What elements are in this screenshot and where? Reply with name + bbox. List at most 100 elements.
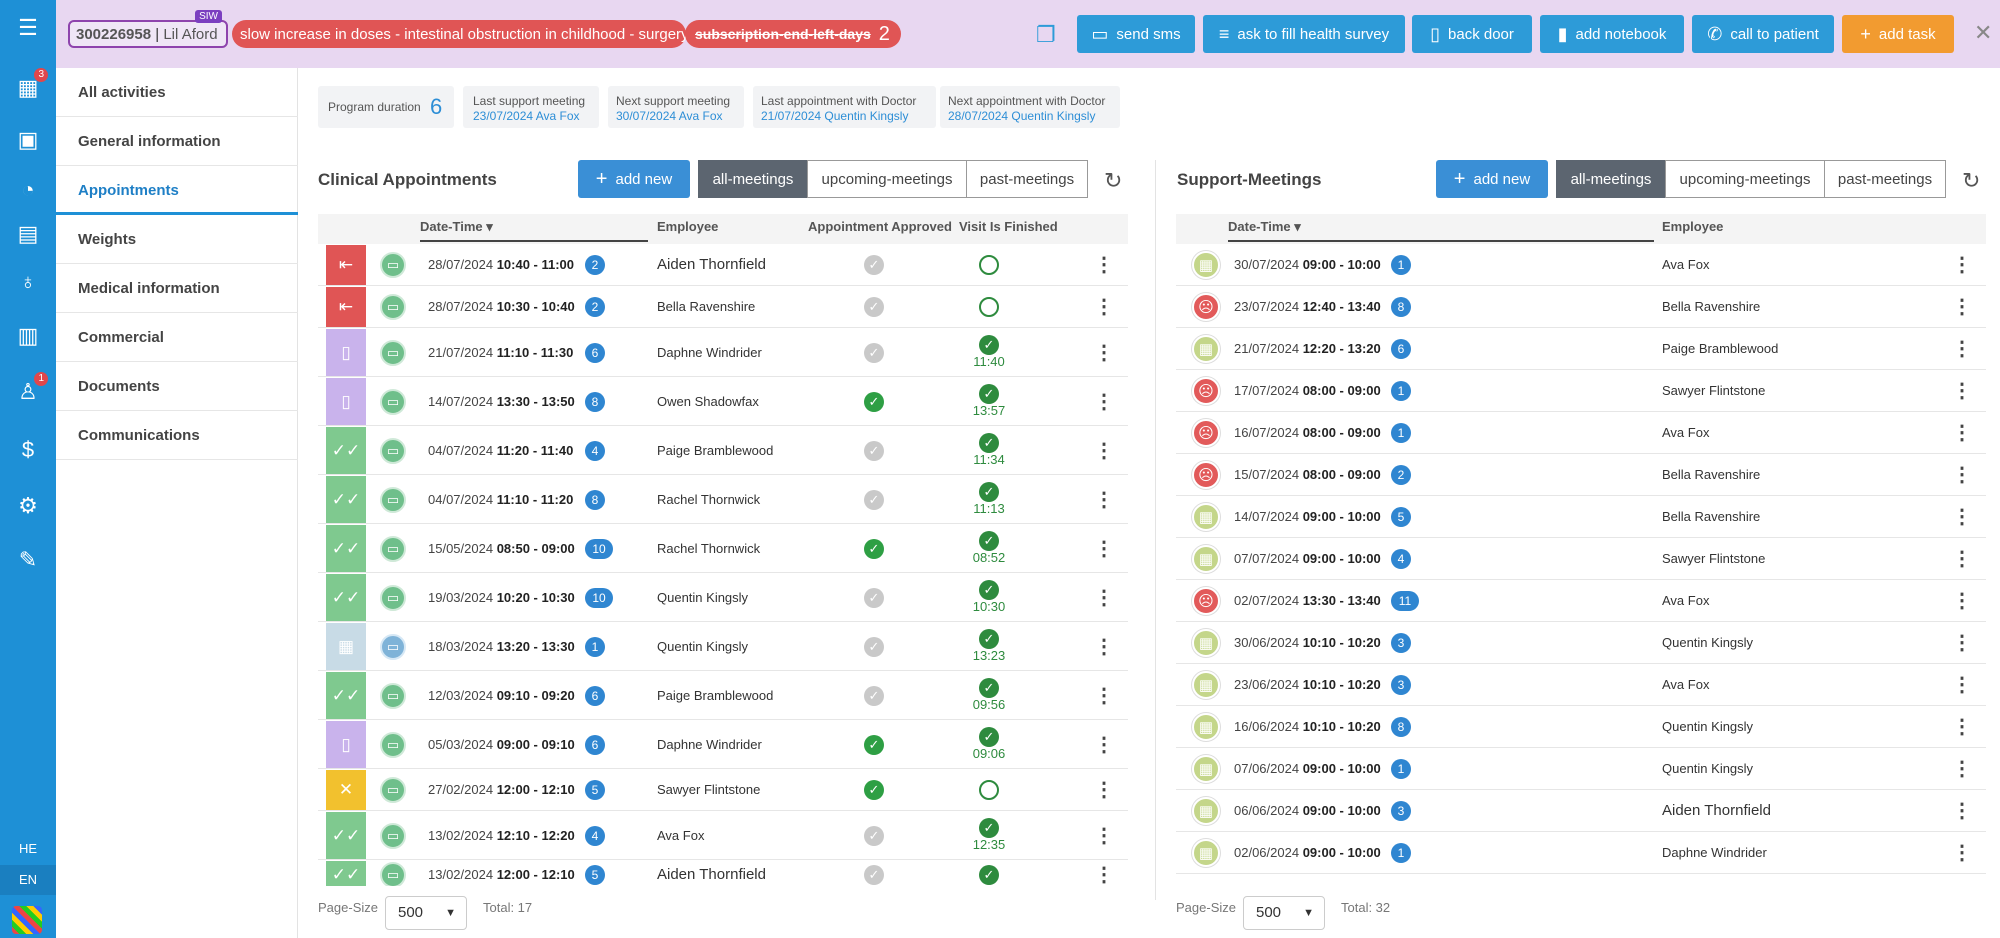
table-row[interactable]: ✓✓ ▭ 13/02/2024 12:00 - 12:10 5 Aiden Thornf… bbox=[318, 860, 1128, 886]
more-options-icon[interactable]: ⋮ bbox=[1952, 254, 1972, 276]
subnav-item-appointments[interactable]: Appointments bbox=[56, 166, 298, 215]
table-row[interactable]: ▦ 23/06/2024 10:10 - 10:20 3 Ava Fox ⋮ bbox=[1176, 664, 1986, 706]
table-row[interactable]: ▦ 14/07/2024 09:00 - 10:00 5 Bella Ravenshi… bbox=[1176, 496, 1986, 538]
table-row[interactable]: ☹ 02/07/2024 13:30 - 13:40 11 Ava Fox ⋮ bbox=[1176, 580, 1986, 622]
subnav-item-medical-information[interactable]: Medical information bbox=[56, 264, 298, 313]
subnav-item-documents[interactable]: Documents bbox=[56, 362, 298, 411]
buildings-icon[interactable]: ▥ bbox=[17, 323, 39, 348]
more-options-icon[interactable]: ⋮ bbox=[1094, 864, 1114, 886]
table-row[interactable]: ▦ 07/06/2024 09:00 - 10:00 1 Quentin Kingsl… bbox=[1176, 748, 1986, 790]
subnav-item-all-activities[interactable]: All activities bbox=[56, 68, 298, 117]
speedometer-icon[interactable]: ◔ bbox=[21, 177, 35, 202]
more-options-icon[interactable]: ⋮ bbox=[1094, 390, 1114, 413]
more-options-icon[interactable]: ⋮ bbox=[1952, 464, 1972, 486]
table-row[interactable]: ▦ ▭ 18/03/2024 13:20 - 13:30 1 Quentin Kings… bbox=[318, 622, 1128, 671]
more-options-icon[interactable]: ⋮ bbox=[1094, 635, 1114, 658]
table-row[interactable]: ▯ ▭ 05/03/2024 09:00 - 09:10 6 Daphne Windri… bbox=[318, 720, 1128, 769]
table-row[interactable]: ▯ ▭ 14/07/2024 13:30 - 13:50 8 Owen Shadowfa… bbox=[318, 377, 1128, 426]
more-options-icon[interactable]: ⋮ bbox=[1094, 254, 1114, 276]
more-options-icon[interactable]: ⋮ bbox=[1952, 548, 1972, 570]
patient-id-pill[interactable]: 300226958 | Lil Aford SIW bbox=[68, 10, 228, 48]
more-options-icon[interactable]: ⋮ bbox=[1952, 296, 1972, 318]
table-row[interactable]: ☹ 23/07/2024 12:40 - 13:40 8 Bella Ravenshi… bbox=[1176, 286, 1986, 328]
patient-card-icon[interactable]: ▣ bbox=[17, 127, 39, 152]
table-row[interactable]: ☹ 16/07/2024 08:00 - 09:00 1 Ava Fox ⋮ bbox=[1176, 412, 1986, 454]
more-options-icon[interactable]: ⋮ bbox=[1952, 758, 1972, 780]
clinical-filter-past[interactable]: past-meetings bbox=[966, 160, 1088, 198]
more-options-icon[interactable]: ⋮ bbox=[1094, 488, 1114, 511]
table-row[interactable]: ▦ 21/07/2024 12:20 - 13:20 6 Paige Bramblew… bbox=[1176, 328, 1986, 370]
table-row[interactable]: ☹ 15/07/2024 08:00 - 09:00 2 Bella Ravenshi… bbox=[1176, 454, 1986, 496]
calendar-check-icon[interactable]: ▤ bbox=[17, 221, 39, 246]
more-options-icon[interactable]: ⋮ bbox=[1094, 824, 1114, 847]
subnav-item-weights[interactable]: Weights bbox=[56, 215, 298, 264]
more-options-icon[interactable]: ⋮ bbox=[1952, 674, 1972, 696]
menu-icon[interactable]: ☰ bbox=[18, 15, 38, 40]
wrench-icon[interactable]: ✎ bbox=[18, 547, 38, 572]
clinical-page-size-select[interactable]: 500 ▼ bbox=[385, 896, 467, 930]
table-row[interactable]: ✕ ▭ 27/02/2024 12:00 - 12:10 5 Sawyer Flints… bbox=[318, 769, 1128, 811]
support-employee-header[interactable]: Employee bbox=[1662, 219, 1724, 234]
back-door-button[interactable]: ▯ back door bbox=[1412, 15, 1532, 53]
more-options-icon[interactable]: ⋮ bbox=[1094, 586, 1114, 609]
table-row[interactable]: ▦ 06/06/2024 09:00 - 10:00 3 Aiden Thornfie… bbox=[1176, 790, 1986, 832]
table-row[interactable]: ▦ 02/06/2024 09:00 - 10:00 1 Daphne Windrid… bbox=[1176, 832, 1986, 874]
add-notebook-button[interactable]: ▮ add notebook bbox=[1540, 15, 1684, 53]
clinical-add-new-button[interactable]: + add new bbox=[578, 160, 690, 198]
table-row[interactable]: ✓✓ ▭ 15/05/2024 08:50 - 09:00 10 Rachel Thor… bbox=[318, 524, 1128, 573]
close-icon[interactable]: ✕ bbox=[1974, 20, 1993, 45]
clinical-refresh-icon[interactable]: ↻ bbox=[1104, 168, 1123, 193]
clinical-filter-upcoming[interactable]: upcoming-meetings bbox=[807, 160, 967, 198]
table-row[interactable]: ✓✓ ▭ 04/07/2024 11:20 - 11:40 4 Paige Brambl… bbox=[318, 426, 1128, 475]
more-options-icon[interactable]: ⋮ bbox=[1952, 842, 1972, 864]
support-filter-all[interactable]: all-meetings bbox=[1556, 160, 1666, 198]
more-options-icon[interactable]: ⋮ bbox=[1094, 341, 1114, 364]
more-options-icon[interactable]: ⋮ bbox=[1952, 506, 1972, 528]
clinical-filter-all[interactable]: all-meetings bbox=[698, 160, 808, 198]
add-task-button[interactable]: + add task bbox=[1842, 15, 1954, 53]
more-options-icon[interactable]: ⋮ bbox=[1094, 537, 1114, 560]
subnav-item-general-information[interactable]: General information bbox=[56, 117, 298, 166]
more-options-icon[interactable]: ⋮ bbox=[1952, 716, 1972, 738]
table-row[interactable]: ✓✓ ▭ 04/07/2024 11:10 - 11:20 8 Rachel Thorn… bbox=[318, 475, 1128, 524]
more-options-icon[interactable]: ⋮ bbox=[1094, 779, 1114, 801]
subnav-item-communications[interactable]: Communications bbox=[56, 411, 298, 460]
table-row[interactable]: ✓✓ ▭ 19/03/2024 10:20 - 10:30 10 Quentin Kin… bbox=[318, 573, 1128, 622]
table-row[interactable]: ▦ 07/07/2024 09:00 - 10:00 4 Sawyer Flintst… bbox=[1176, 538, 1986, 580]
dollar-icon[interactable]: $ bbox=[21, 437, 35, 462]
copy-icon[interactable]: ❐ bbox=[1036, 22, 1056, 47]
support-filter-past[interactable]: past-meetings bbox=[1824, 160, 1946, 198]
table-row[interactable]: ▯ ▭ 21/07/2024 11:10 - 11:30 6 Daphne Windri… bbox=[318, 328, 1128, 377]
doctor-icon[interactable]: ♙ 1 bbox=[14, 372, 48, 406]
more-options-icon[interactable]: ⋮ bbox=[1952, 800, 1972, 822]
lang-en[interactable]: EN bbox=[0, 865, 56, 895]
more-options-icon[interactable]: ⋮ bbox=[1952, 632, 1972, 654]
lang-he[interactable]: HE bbox=[18, 841, 38, 856]
table-row[interactable]: ⇤ ▭ 28/07/2024 10:40 - 11:00 2 Aiden Thornfi… bbox=[318, 244, 1128, 286]
health-survey-button[interactable]: ≡ ask to fill health survey bbox=[1203, 15, 1405, 53]
stethoscope-icon[interactable]: ♁ bbox=[19, 269, 37, 294]
more-options-icon[interactable]: ⋮ bbox=[1094, 296, 1114, 318]
table-row[interactable]: ☹ 17/07/2024 08:00 - 09:00 1 Sawyer Flintst… bbox=[1176, 370, 1986, 412]
subscription-pill[interactable]: subscription-end-left-days 2 bbox=[685, 20, 901, 48]
subnav-item-commercial[interactable]: Commercial bbox=[56, 313, 298, 362]
more-options-icon[interactable]: ⋮ bbox=[1094, 439, 1114, 462]
more-options-icon[interactable]: ⋮ bbox=[1952, 590, 1972, 612]
table-row[interactable]: ▦ 30/06/2024 10:10 - 10:20 3 Quentin Kingsl… bbox=[1176, 622, 1986, 664]
more-options-icon[interactable]: ⋮ bbox=[1952, 380, 1972, 402]
table-row[interactable]: ⇤ ▭ 28/07/2024 10:30 - 10:40 2 Bella Ravensh… bbox=[318, 286, 1128, 328]
more-options-icon[interactable]: ⋮ bbox=[1952, 338, 1972, 360]
finished-header[interactable]: Visit Is Finished bbox=[959, 219, 1058, 234]
support-refresh-icon[interactable]: ↻ bbox=[1962, 168, 1981, 193]
support-datetime-header[interactable]: Date-Time ▾ bbox=[1228, 214, 1654, 242]
more-options-icon[interactable]: ⋮ bbox=[1952, 422, 1972, 444]
table-row[interactable]: ▦ 30/07/2024 09:00 - 10:00 1 Ava Fox ⋮ bbox=[1176, 244, 1986, 286]
more-options-icon[interactable]: ⋮ bbox=[1094, 733, 1114, 756]
table-row[interactable]: ▦ 16/06/2024 10:10 - 10:20 8 Quentin Kingsl… bbox=[1176, 706, 1986, 748]
call-patient-button[interactable]: ✆ call to patient bbox=[1692, 15, 1834, 53]
send-sms-button[interactable]: ▭ send sms bbox=[1077, 15, 1195, 53]
table-row[interactable]: ✓✓ ▭ 12/03/2024 09:10 - 09:20 6 Paige Brambl… bbox=[318, 671, 1128, 720]
datetime-header[interactable]: Date-Time ▾ bbox=[420, 214, 648, 242]
dashboard-icon[interactable]: ▦ 3 bbox=[14, 68, 48, 102]
support-page-size-select[interactable]: 500 ▼ bbox=[1243, 896, 1325, 930]
